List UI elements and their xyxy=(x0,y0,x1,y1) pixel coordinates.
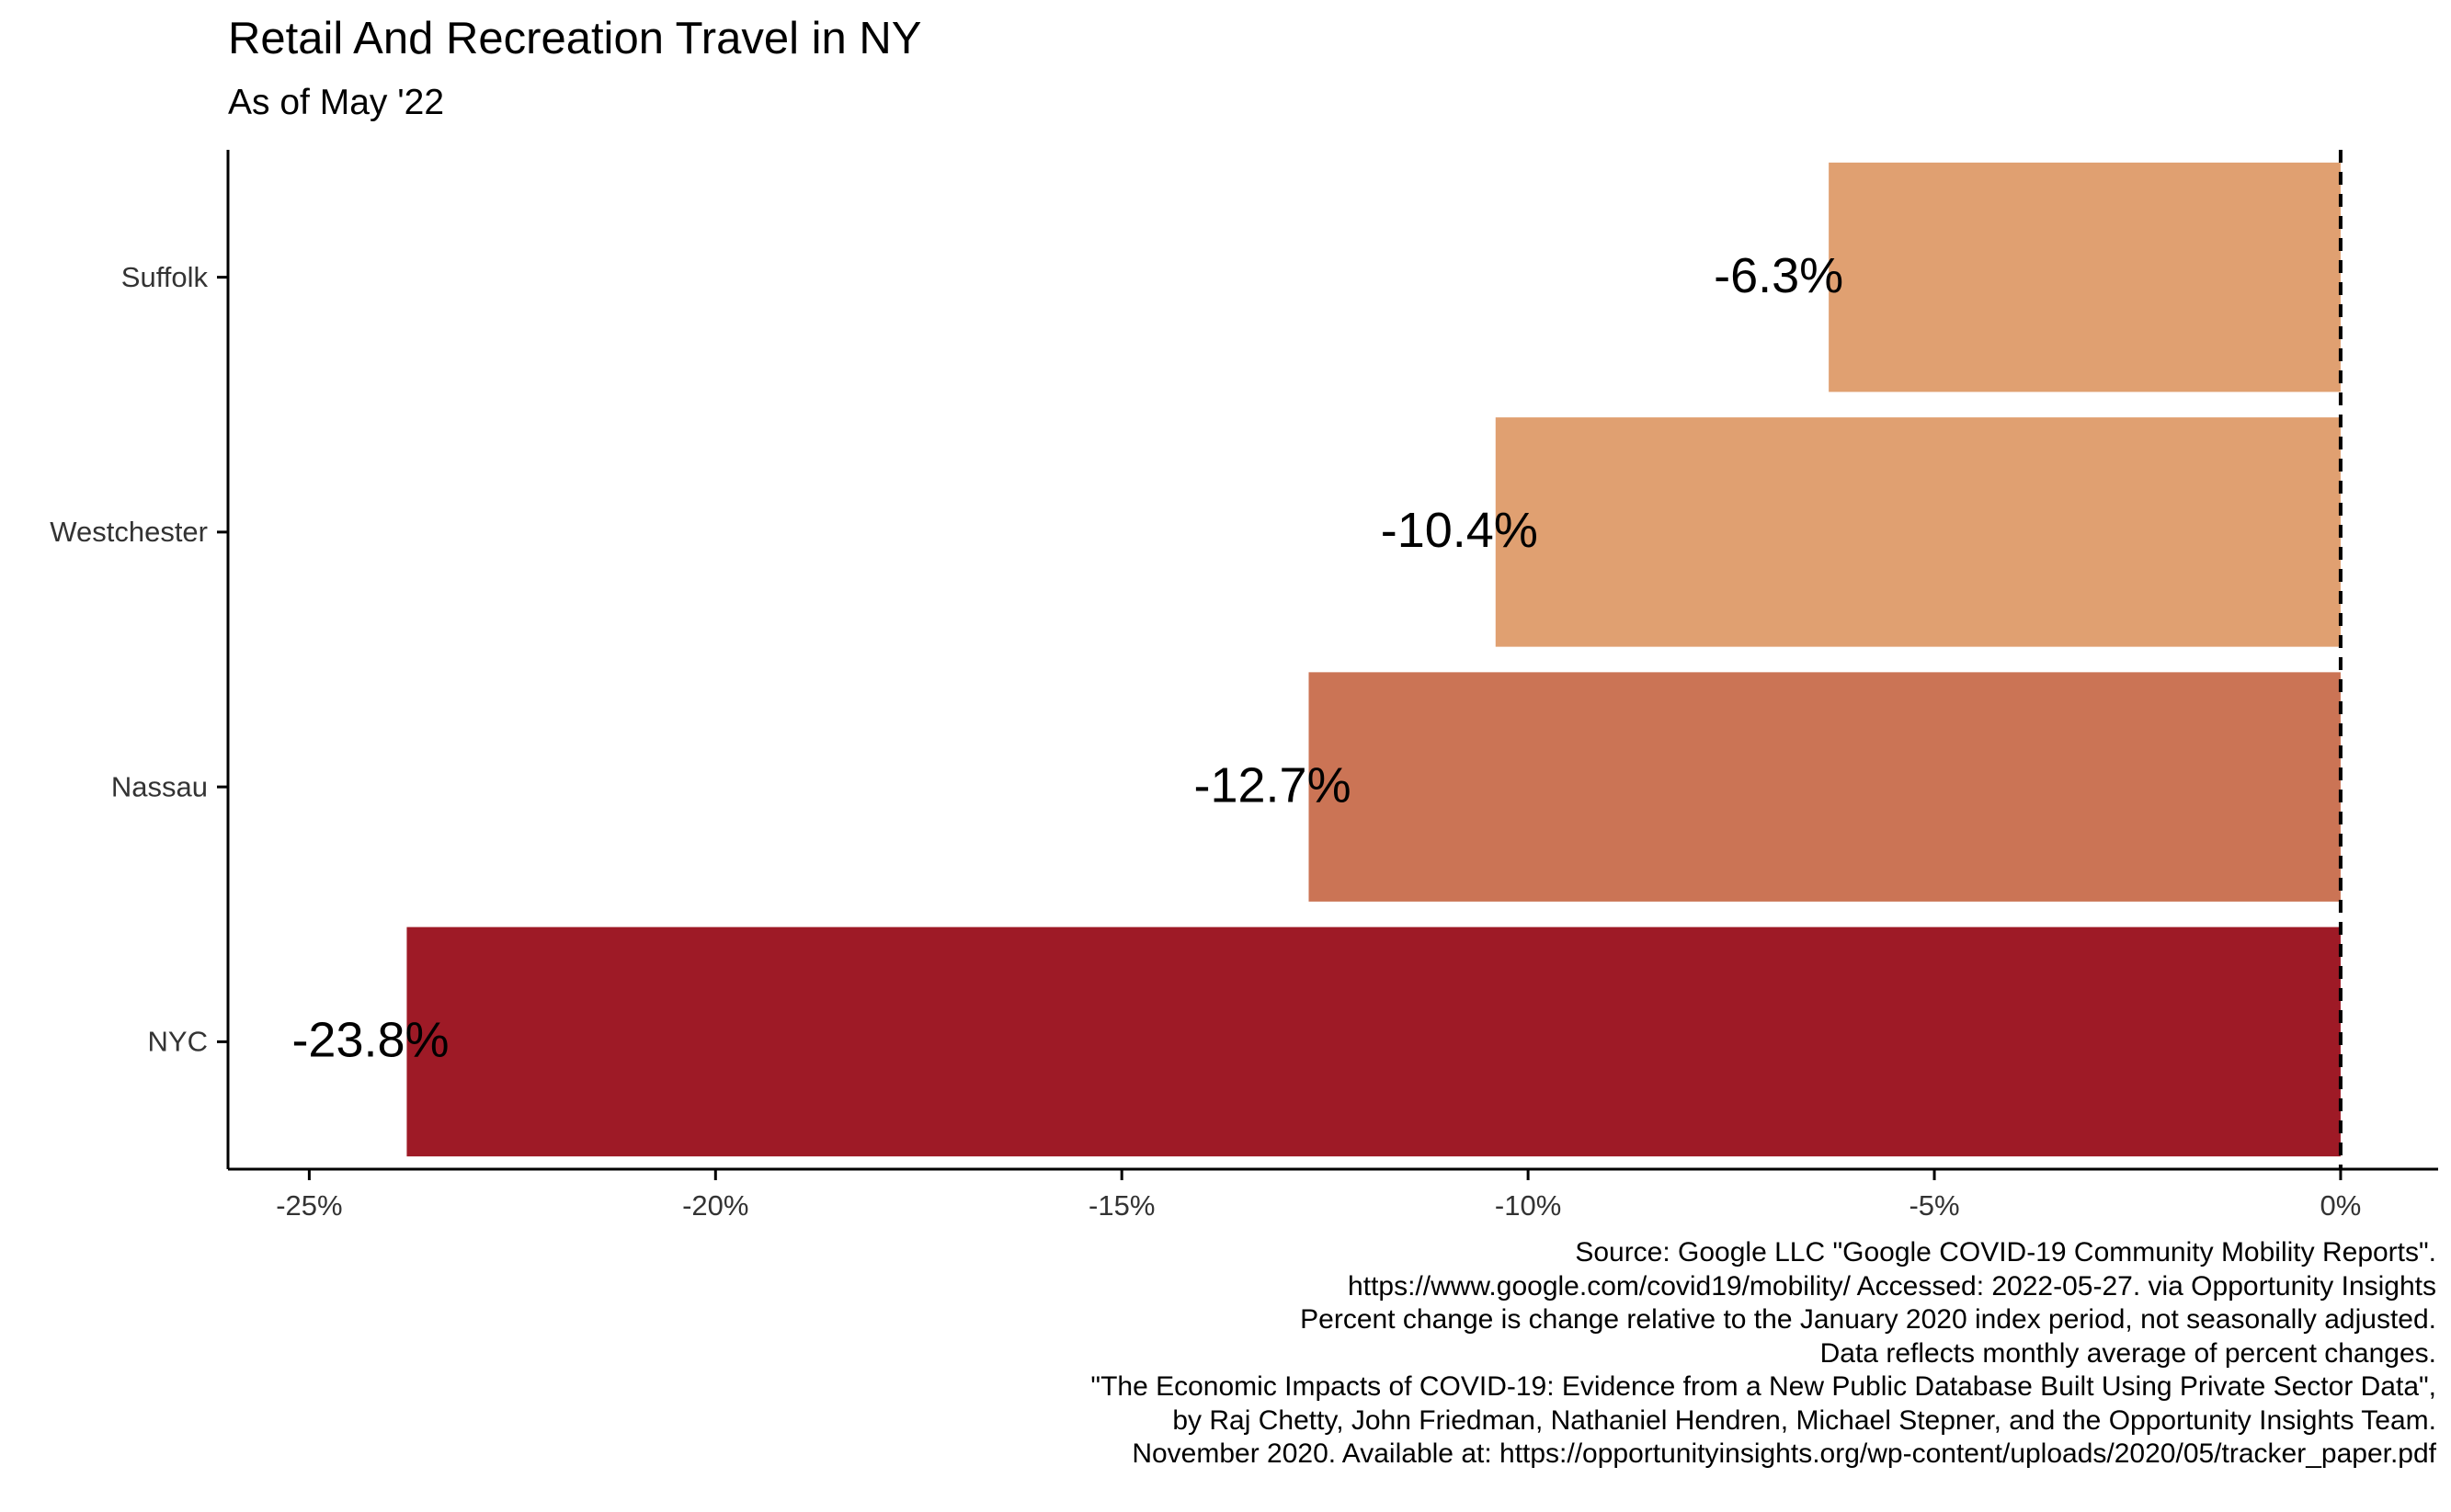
bar-nassau xyxy=(1308,672,2341,902)
y-tick-label: Westchester xyxy=(50,516,208,548)
data-label: -10.4% xyxy=(1381,503,1538,558)
bars-layer xyxy=(406,162,2341,1157)
chart-title: Retail And Recreation Travel in NY xyxy=(228,14,922,63)
caption-line: Source: Google LLC "Google COVID-19 Comm… xyxy=(1575,1237,2436,1268)
caption-line: "The Economic Impacts of COVID-19: Evide… xyxy=(1090,1371,2436,1402)
axes-layer: -25% -20% -15% -10% -5% 0% Suffolk Westchester N… xyxy=(50,150,2438,1222)
bar-chart: -6.3% -10.4% -12.7% -23.8% -25% -20% -15% -10%… xyxy=(50,150,2438,1222)
bar-suffolk xyxy=(1829,162,2341,392)
data-label: -23.8% xyxy=(291,1013,449,1068)
data-labels-layer: -6.3% -10.4% -12.7% -23.8% xyxy=(291,248,1843,1068)
caption-line: November 2020. Available at: https://opp… xyxy=(1132,1438,2436,1469)
x-tick-label: -10% xyxy=(1495,1189,1561,1222)
chart-subtitle: As of May '22 xyxy=(228,83,445,122)
x-tick-label: -5% xyxy=(1909,1189,1959,1222)
x-tick-label: -20% xyxy=(682,1189,748,1222)
caption-line: Percent change is change relative to the… xyxy=(1300,1304,2436,1335)
source-caption: Source: Google LLC "Google COVID-19 Comm… xyxy=(1090,1236,2436,1472)
x-tick-label: -15% xyxy=(1089,1189,1155,1222)
x-tick-label: 0% xyxy=(2320,1189,2362,1222)
x-tick-label: -25% xyxy=(276,1189,342,1222)
y-tick-label: Suffolk xyxy=(121,261,209,293)
caption-line: https://www.google.com/covid19/mobility/… xyxy=(1348,1270,2436,1302)
y-tick-label: Nassau xyxy=(111,770,208,802)
bar-nyc xyxy=(406,927,2341,1157)
caption-line: Data reflects monthly average of percent… xyxy=(1819,1337,2436,1369)
caption-line: by Raj Chetty, John Friedman, Nathaniel … xyxy=(1172,1404,2436,1436)
y-tick-label: NYC xyxy=(148,1026,208,1058)
bar-westchester xyxy=(1495,417,2341,647)
data-label: -6.3% xyxy=(1714,248,1843,303)
data-label: -12.7% xyxy=(1193,757,1351,813)
